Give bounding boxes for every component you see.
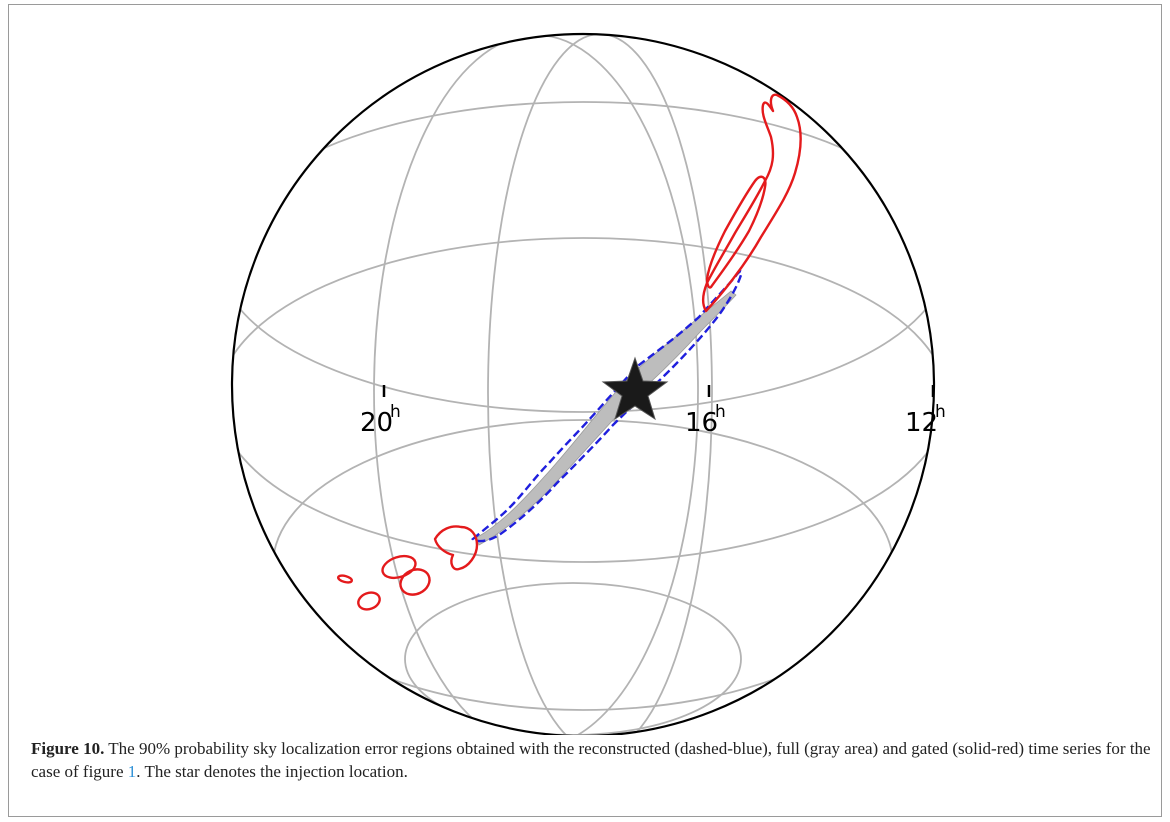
figure-caption: Figure 10. The 90% probability sky local… bbox=[31, 737, 1157, 783]
reconstructed-region-blue bbox=[471, 270, 743, 543]
gated-region-northern-inner-lobe bbox=[705, 175, 767, 289]
ra-label-16h-unit: h bbox=[715, 402, 726, 422]
ra-label-12h: 12 bbox=[905, 408, 938, 438]
gated-region-southern-blob-3 bbox=[357, 591, 381, 611]
gated-regions-red bbox=[336, 93, 802, 611]
figure-label: Figure 10. bbox=[31, 739, 105, 758]
gated-region-southern-main bbox=[433, 525, 479, 571]
latitude-circle-upper bbox=[232, 101, 934, 413]
caption-text: The 90% probability sky localization err… bbox=[31, 739, 1151, 781]
ra-label-20h-unit: h bbox=[390, 402, 401, 422]
latitude-circle-lower bbox=[404, 582, 742, 735]
sky-map-plot: 20 h 16 h 12 h bbox=[231, 33, 946, 735]
sphere-outline bbox=[231, 33, 935, 735]
gated-region-northern-lobe bbox=[701, 93, 802, 313]
full-region-gray bbox=[475, 290, 737, 546]
latitude-circle-mid-upper bbox=[232, 237, 934, 563]
gated-region-southern-blob-2 bbox=[399, 568, 431, 596]
gated-region-southern-blob-4 bbox=[336, 574, 354, 584]
ra-ticks bbox=[382, 385, 935, 397]
figure-frame: 20 h 16 h 12 h Figure 10. The 90% probab… bbox=[8, 4, 1162, 817]
injection-star-marker bbox=[601, 356, 669, 421]
latitude-circle-mid-lower bbox=[272, 419, 894, 711]
graticule bbox=[232, 34, 934, 735]
ra-label-20h: 20 bbox=[360, 408, 393, 438]
figure-reference-link[interactable]: 1 bbox=[127, 762, 137, 781]
gated-region-southern-blob-1 bbox=[381, 554, 417, 580]
caption-text-end: . The star denotes the injection locatio… bbox=[136, 762, 408, 781]
ra-label-16h: 16 bbox=[685, 408, 718, 438]
ra-label-12h-unit: h bbox=[935, 402, 946, 422]
meridian-right bbox=[487, 34, 713, 735]
